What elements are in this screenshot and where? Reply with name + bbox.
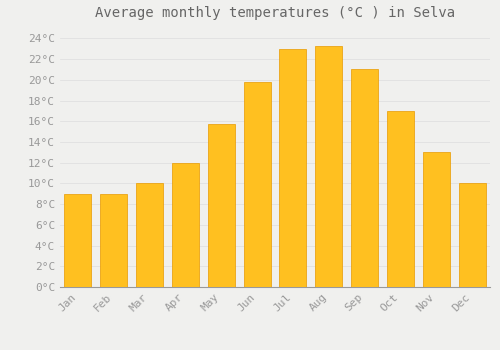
Bar [316,46,342,287]
Title: Average monthly temperatures (°C ) in Selva: Average monthly temperatures (°C ) in Se… [95,6,455,20]
Bar [100,194,127,287]
Bar [136,183,163,287]
Bar [351,69,378,287]
Bar [172,163,199,287]
Bar [244,82,270,287]
Bar [64,194,92,287]
Bar [458,183,485,287]
Bar [208,124,234,287]
Bar [387,111,414,287]
Bar [423,152,450,287]
Bar [280,49,306,287]
